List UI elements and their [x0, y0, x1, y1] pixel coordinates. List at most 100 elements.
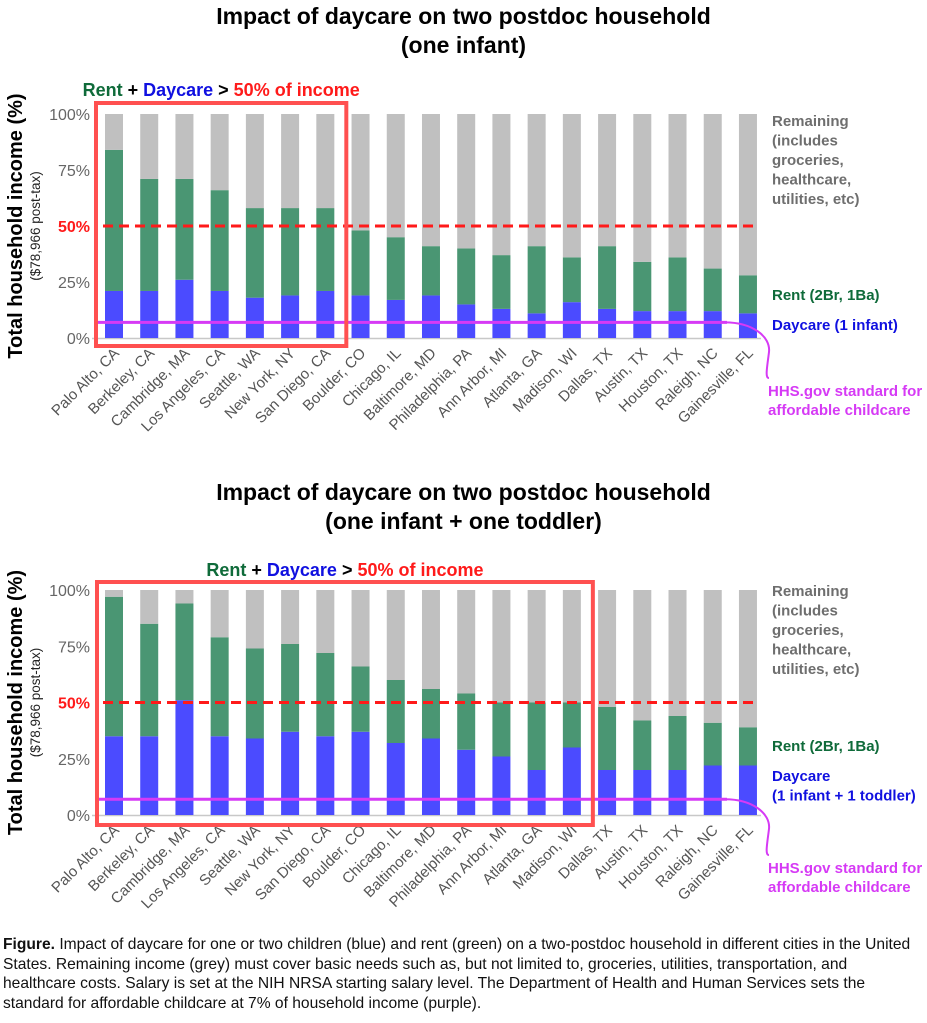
bar-segment-rent: [386, 237, 405, 300]
annotation-part-threshold: 50% of income: [234, 80, 360, 100]
bar-segment-daycare: [105, 736, 123, 815]
annotation-part-rent: Rent: [206, 560, 246, 580]
bar-segment-remaining: [738, 114, 757, 276]
legend-remaining: groceries,: [772, 152, 844, 169]
bar-segment-remaining: [421, 590, 440, 689]
bar-segment-rent: [668, 257, 687, 312]
legend-remaining: (includes: [772, 133, 838, 150]
chart-1-title: Impact of daycare on two postdoc househo…: [0, 2, 927, 60]
bar-segment-remaining: [668, 590, 687, 716]
bar-segment-rent: [245, 648, 264, 739]
bar-segment-daycare: [562, 302, 581, 338]
bar-segment-remaining: [703, 114, 722, 269]
bar-segment-remaining: [562, 590, 581, 703]
bar-segment-rent: [281, 644, 300, 732]
annotation-part-daycare: Daycare: [267, 560, 337, 580]
chart-1-title-line-2: (one infant): [400, 32, 527, 58]
bar-segment-remaining: [457, 590, 476, 694]
bar-segment-daycare: [492, 756, 511, 815]
bar-segment-daycare: [562, 747, 581, 815]
bar-segment-daycare: [386, 743, 405, 815]
bar-segment-daycare: [351, 731, 370, 815]
bar-segment-rent: [140, 623, 159, 737]
bar-segment-daycare: [738, 765, 757, 815]
bar-segment-rent: [210, 190, 229, 291]
bar-segment-rent: [703, 268, 722, 312]
bar-segment-daycare: [245, 297, 264, 338]
bar-segment-remaining: [210, 590, 229, 638]
hhs-standard-label: affordable childcare: [768, 402, 911, 419]
bar-segment-rent: [105, 149, 123, 291]
bar-segment-daycare: [668, 311, 687, 338]
bar-segment-daycare: [598, 770, 617, 815]
bar-segment-daycare: [175, 279, 194, 338]
caption-lead: Figure.: [3, 936, 55, 953]
rent-plus-daycare-annotation: Rent + Daycare > 50% of income: [83, 80, 360, 100]
bar-segment-daycare: [316, 290, 335, 338]
legend-rent: Rent (2Br, 1Ba): [772, 287, 880, 304]
bar-segment-rent: [527, 702, 546, 770]
bar-segment-daycare: [175, 700, 194, 815]
bar-segment-remaining: [386, 114, 405, 238]
legend-daycare: Daycare: [772, 768, 830, 785]
bar-segment-rent: [457, 248, 476, 305]
y-axis-title: Total household income (%): [5, 93, 27, 358]
bar-segment-daycare: [421, 295, 440, 338]
bar-segment-daycare: [351, 295, 370, 338]
bar-segment-remaining: [386, 590, 405, 680]
chart-2-infant-toddler: Total household income (%) ($78,966 post-…: [5, 560, 922, 912]
legend-remaining: groceries,: [772, 622, 844, 639]
bar-segment-rent: [421, 689, 440, 739]
legend-remaining: utilities, etc): [772, 191, 860, 208]
bar-segment-remaining: [351, 590, 370, 667]
y-tick-label: 25%: [58, 752, 90, 769]
y-tick-label: 0%: [67, 808, 90, 825]
annotation-part-plain: >: [213, 80, 234, 100]
bar-segment-remaining: [210, 114, 229, 191]
bar-segment-rent: [175, 603, 194, 701]
bar-segment-remaining: [703, 590, 722, 723]
bar-segment-daycare: [703, 765, 722, 815]
annotation-part-plain: +: [123, 80, 144, 100]
bar-segment-daycare: [457, 749, 476, 815]
chart-1-title-line-1: Impact of daycare on two postdoc househo…: [216, 3, 711, 29]
y-tick-label: 0%: [67, 331, 90, 348]
bar-segment-daycare: [245, 738, 264, 815]
bar-segment-remaining: [105, 114, 123, 150]
bar-segment-daycare: [527, 313, 546, 338]
annotation-part-plain: +: [246, 560, 267, 580]
bar-segment-remaining: [281, 114, 300, 209]
bar-segment-rent: [386, 680, 405, 743]
bar-segment-rent: [738, 275, 757, 314]
bar-segment-remaining: [457, 114, 476, 249]
bar-segment-rent: [175, 178, 194, 280]
bar-segment-rent: [210, 637, 229, 737]
bar-segment-rent: [527, 246, 546, 314]
bar-segment-remaining: [351, 114, 370, 231]
bar-segment-rent: [562, 702, 581, 748]
bar-segment-daycare: [527, 770, 546, 815]
bar-segment-rent: [598, 246, 617, 309]
bar-segment-remaining: [105, 590, 123, 597]
bar-segment-rent: [245, 208, 264, 298]
bar-segment-rent: [351, 666, 370, 732]
bar-segment-rent: [492, 702, 511, 757]
bar-segment-daycare: [210, 290, 229, 338]
bar-segment-rent: [633, 261, 652, 312]
bar-segment-remaining: [316, 590, 335, 653]
y-tick-label: 50%: [58, 219, 90, 236]
legend-remaining: healthcare,: [772, 642, 851, 659]
y-tick-label: 75%: [58, 163, 90, 180]
bar-segment-daycare: [316, 736, 335, 815]
bar-segment-rent: [562, 257, 581, 303]
y-axis-subtitle: ($78,966 post-tax): [28, 648, 43, 758]
bar-segment-daycare: [105, 290, 123, 338]
bar-segment-daycare: [633, 770, 652, 815]
bar-segment-rent: [492, 255, 511, 309]
bar-segment-daycare: [386, 299, 405, 338]
rent-plus-daycare-annotation: Rent + Daycare > 50% of income: [206, 560, 483, 580]
legend-remaining: utilities, etc): [772, 661, 860, 678]
y-tick-label: 25%: [58, 275, 90, 292]
bar-segment-rent: [316, 653, 335, 737]
bar-segment-rent: [633, 720, 652, 770]
